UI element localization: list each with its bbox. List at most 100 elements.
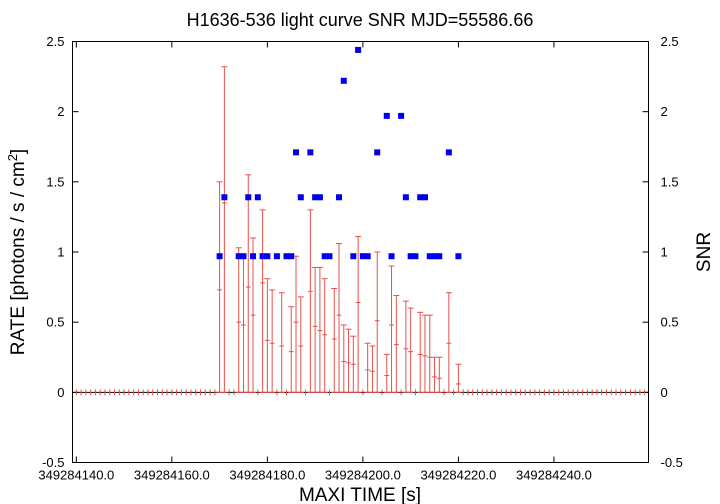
snr-point — [297, 194, 304, 201]
snr-point — [283, 253, 290, 260]
y-axis-title-close: ] — [8, 149, 29, 154]
snr-point — [445, 149, 452, 156]
rate-series — [75, 66, 646, 396]
rate-point — [350, 335, 357, 393]
rate-point — [221, 66, 228, 393]
rate-point — [321, 278, 328, 393]
rate-point — [436, 356, 443, 393]
snr-point — [264, 253, 271, 260]
rate-point — [417, 311, 424, 393]
y2-tick-label: 2.5 — [661, 34, 679, 49]
rate-point — [336, 243, 343, 393]
rate-point — [393, 295, 400, 393]
rate-point — [421, 314, 428, 393]
x-tick-label: 349284160.0 — [134, 468, 210, 483]
y2-tick-label: 1.5 — [661, 174, 679, 189]
snr-point — [312, 194, 319, 201]
y-tick-label: -0.5 — [42, 455, 64, 470]
x-tick-label: 349284240.0 — [516, 468, 592, 483]
snr-point — [254, 194, 261, 201]
rate-point — [240, 254, 247, 393]
snr-point — [398, 112, 405, 119]
rate-point — [293, 255, 300, 393]
snr-point — [359, 253, 366, 260]
rate-point — [245, 174, 252, 393]
plot-frame — [72, 41, 649, 463]
snr-point — [436, 253, 443, 260]
snr-point — [273, 253, 280, 260]
snr-point — [407, 253, 414, 260]
y2-tick-label: 1 — [661, 245, 668, 260]
snr-point — [221, 194, 228, 201]
snr-point — [412, 253, 419, 260]
snr-point — [402, 194, 409, 201]
y2-tick-label: 0 — [661, 385, 668, 400]
snr-point — [383, 112, 390, 119]
rate-point — [388, 265, 395, 393]
snr-point — [417, 194, 424, 201]
snr-point — [388, 253, 395, 260]
x-tick-label: 349284200.0 — [325, 468, 401, 483]
y-tick-label: 0.5 — [46, 315, 64, 330]
rate-point — [264, 278, 271, 393]
rate-point — [278, 292, 285, 393]
rate-point — [369, 345, 376, 393]
x-tick-label: 349284140.0 — [38, 468, 114, 483]
snr-point — [426, 253, 433, 260]
rate-point — [235, 247, 242, 393]
rate-point — [383, 353, 390, 393]
rate-point — [426, 314, 433, 393]
y2-tick-label: 0.5 — [661, 315, 679, 330]
snr-point — [288, 253, 295, 260]
rate-point — [259, 209, 266, 393]
y-axis-title-superscript: 2 — [5, 154, 20, 161]
y-tick-label: 2.5 — [46, 34, 64, 49]
rate-point — [407, 307, 414, 393]
snr-series — [216, 46, 462, 260]
snr-point — [340, 77, 347, 84]
rate-point — [355, 236, 362, 393]
rate-point — [374, 251, 381, 393]
y-axis-right: -0.5 0 0.5 1 1.5 2 2.5 — [642, 34, 683, 470]
x-axis: 349284140.0 349284160.0 349284180.0 3492842… — [38, 41, 592, 483]
rate-point — [402, 300, 409, 393]
rate-point — [445, 292, 452, 393]
snr-point — [321, 253, 328, 260]
y-tick-label: 2 — [57, 104, 64, 119]
y-axis-title-main: RATE [photons / s / cm — [8, 161, 29, 355]
snr-point — [245, 194, 252, 201]
snr-point — [216, 253, 223, 260]
rate-point — [297, 296, 304, 393]
snr-point — [250, 253, 257, 260]
rate-point — [312, 266, 319, 393]
rate-point — [340, 324, 347, 393]
snr-point — [355, 46, 362, 53]
snr-point — [326, 253, 333, 260]
rate-point — [288, 306, 295, 393]
y-tick-label: 1.5 — [46, 174, 64, 189]
snr-point — [374, 149, 381, 156]
y2-tick-label: -0.5 — [661, 455, 683, 470]
snr-point — [240, 253, 247, 260]
rate-point — [345, 328, 352, 393]
y-axis-title: RATE [photons / s / cm2] — [5, 149, 29, 355]
rate-point — [316, 266, 323, 393]
snr-point — [350, 253, 357, 260]
rate-point — [307, 209, 314, 393]
rate-point — [431, 356, 438, 393]
y-tick-label: 1 — [57, 245, 64, 260]
y2-tick-label: 2 — [661, 104, 668, 119]
snr-point — [307, 149, 314, 156]
rate-point — [250, 237, 257, 393]
rate-point — [455, 363, 462, 393]
chart-title: H1636-536 light curve SNR MJD=55586.66 — [187, 10, 534, 30]
rate-point — [216, 181, 223, 393]
snr-point — [235, 253, 242, 260]
snr-point — [421, 194, 428, 201]
snr-point — [336, 194, 343, 201]
rate-point — [269, 289, 276, 393]
y-tick-label: 0 — [57, 385, 64, 400]
snr-point — [364, 253, 371, 260]
snr-point — [259, 253, 266, 260]
